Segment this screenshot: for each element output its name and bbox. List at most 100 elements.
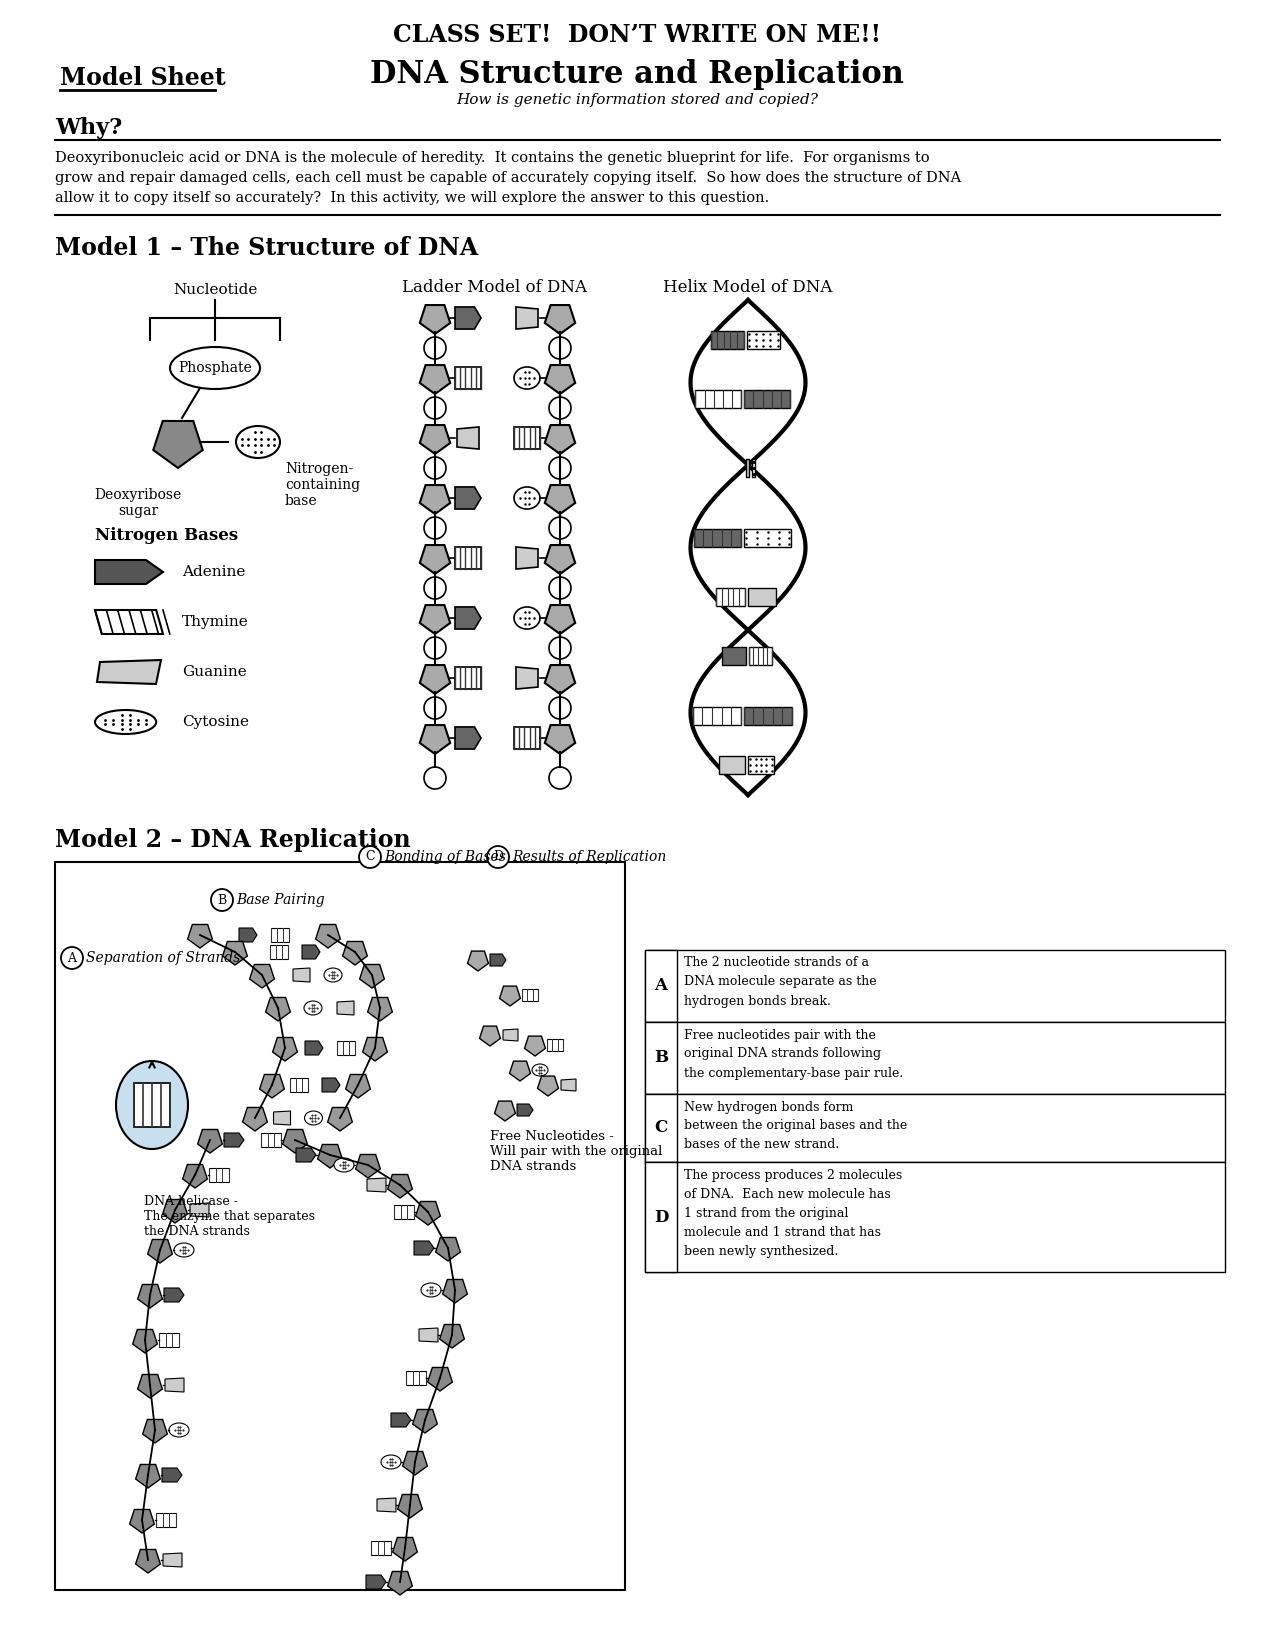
- Text: Phosphate: Phosphate: [179, 361, 252, 375]
- Polygon shape: [366, 1576, 386, 1589]
- Polygon shape: [250, 965, 274, 988]
- Polygon shape: [479, 1026, 501, 1046]
- Text: New hydrogen bonds form: New hydrogen bonds form: [683, 1101, 853, 1114]
- Text: allow it to copy itself so accurately?  In this activity, we will explore the an: allow it to copy itself so accurately? I…: [55, 191, 769, 205]
- Polygon shape: [456, 427, 479, 449]
- Text: Ladder Model of DNA: Ladder Model of DNA: [403, 279, 588, 297]
- Polygon shape: [455, 728, 481, 749]
- Circle shape: [61, 947, 83, 969]
- Polygon shape: [305, 1041, 323, 1054]
- Polygon shape: [419, 665, 450, 695]
- Polygon shape: [148, 1239, 172, 1262]
- Bar: [745, 389, 790, 408]
- Text: B: B: [217, 894, 227, 906]
- Polygon shape: [198, 1130, 222, 1153]
- Polygon shape: [360, 965, 384, 988]
- Polygon shape: [388, 1175, 412, 1198]
- Ellipse shape: [421, 1284, 441, 1297]
- Polygon shape: [296, 1148, 316, 1162]
- Text: How is genetic information stored and copied?: How is genetic information stored and co…: [456, 92, 819, 107]
- Bar: [719, 756, 745, 774]
- Text: Nitrogen-
containing
base: Nitrogen- containing base: [286, 462, 360, 508]
- Circle shape: [550, 578, 571, 599]
- Polygon shape: [143, 1419, 167, 1444]
- Polygon shape: [367, 998, 393, 1021]
- Polygon shape: [538, 1076, 558, 1096]
- Text: CLASS SET!  DON’T WRITE ON ME!!: CLASS SET! DON’T WRITE ON ME!!: [393, 23, 881, 46]
- Polygon shape: [377, 1498, 397, 1511]
- Bar: [748, 647, 771, 665]
- Text: Deoxyribose
sugar: Deoxyribose sugar: [94, 488, 181, 518]
- Polygon shape: [419, 1328, 439, 1341]
- Ellipse shape: [170, 346, 260, 389]
- Polygon shape: [516, 307, 538, 328]
- Text: C: C: [365, 850, 375, 863]
- Polygon shape: [138, 1284, 162, 1308]
- Ellipse shape: [532, 1064, 548, 1076]
- Ellipse shape: [381, 1455, 402, 1468]
- Text: D: D: [654, 1208, 668, 1226]
- Polygon shape: [413, 1409, 437, 1432]
- Polygon shape: [403, 1452, 427, 1475]
- Polygon shape: [242, 1107, 268, 1130]
- Polygon shape: [346, 1074, 370, 1097]
- Polygon shape: [427, 1368, 453, 1391]
- Polygon shape: [223, 942, 247, 965]
- Polygon shape: [96, 610, 163, 634]
- Bar: [455, 546, 481, 569]
- Bar: [694, 528, 741, 546]
- Polygon shape: [516, 546, 538, 569]
- Polygon shape: [388, 1571, 412, 1596]
- Polygon shape: [468, 950, 488, 970]
- Polygon shape: [416, 1201, 440, 1224]
- Polygon shape: [419, 305, 450, 333]
- Circle shape: [550, 516, 571, 540]
- Polygon shape: [187, 924, 213, 949]
- Bar: [261, 1134, 280, 1147]
- Bar: [645, 950, 677, 1021]
- Polygon shape: [544, 305, 575, 333]
- Circle shape: [425, 337, 446, 360]
- Bar: [747, 330, 780, 348]
- Polygon shape: [419, 485, 450, 515]
- Polygon shape: [274, 1110, 291, 1125]
- Polygon shape: [283, 1130, 307, 1153]
- Ellipse shape: [173, 1242, 194, 1257]
- Polygon shape: [504, 1030, 518, 1041]
- Bar: [743, 706, 792, 724]
- Bar: [455, 366, 481, 389]
- Bar: [695, 389, 741, 408]
- Polygon shape: [510, 1061, 530, 1081]
- Text: Free nucleotides pair with the: Free nucleotides pair with the: [683, 1028, 876, 1041]
- Polygon shape: [419, 724, 450, 754]
- Text: A: A: [68, 952, 76, 965]
- Circle shape: [550, 767, 571, 789]
- Polygon shape: [544, 606, 575, 634]
- Polygon shape: [442, 1279, 468, 1304]
- Bar: [55, 861, 625, 1591]
- Text: Cytosine: Cytosine: [182, 714, 249, 729]
- Polygon shape: [293, 969, 310, 982]
- Polygon shape: [138, 1374, 162, 1398]
- Polygon shape: [182, 1165, 208, 1188]
- Polygon shape: [316, 924, 340, 949]
- Bar: [645, 950, 1225, 1021]
- Polygon shape: [362, 1038, 388, 1061]
- Bar: [645, 1162, 677, 1272]
- Bar: [405, 1371, 426, 1384]
- Polygon shape: [164, 1378, 184, 1393]
- Polygon shape: [490, 954, 506, 965]
- Polygon shape: [414, 1241, 434, 1256]
- Bar: [692, 706, 741, 724]
- Text: DNA helicase -
The enzyme that separates
the DNA strands: DNA helicase - The enzyme that separates…: [144, 1195, 315, 1238]
- Circle shape: [425, 398, 446, 419]
- Polygon shape: [436, 1238, 460, 1261]
- Circle shape: [425, 578, 446, 599]
- Bar: [156, 1513, 176, 1526]
- Polygon shape: [135, 1465, 161, 1488]
- Polygon shape: [419, 606, 450, 634]
- Bar: [645, 1094, 677, 1162]
- Polygon shape: [455, 307, 481, 328]
- Polygon shape: [516, 667, 538, 690]
- Circle shape: [360, 846, 381, 868]
